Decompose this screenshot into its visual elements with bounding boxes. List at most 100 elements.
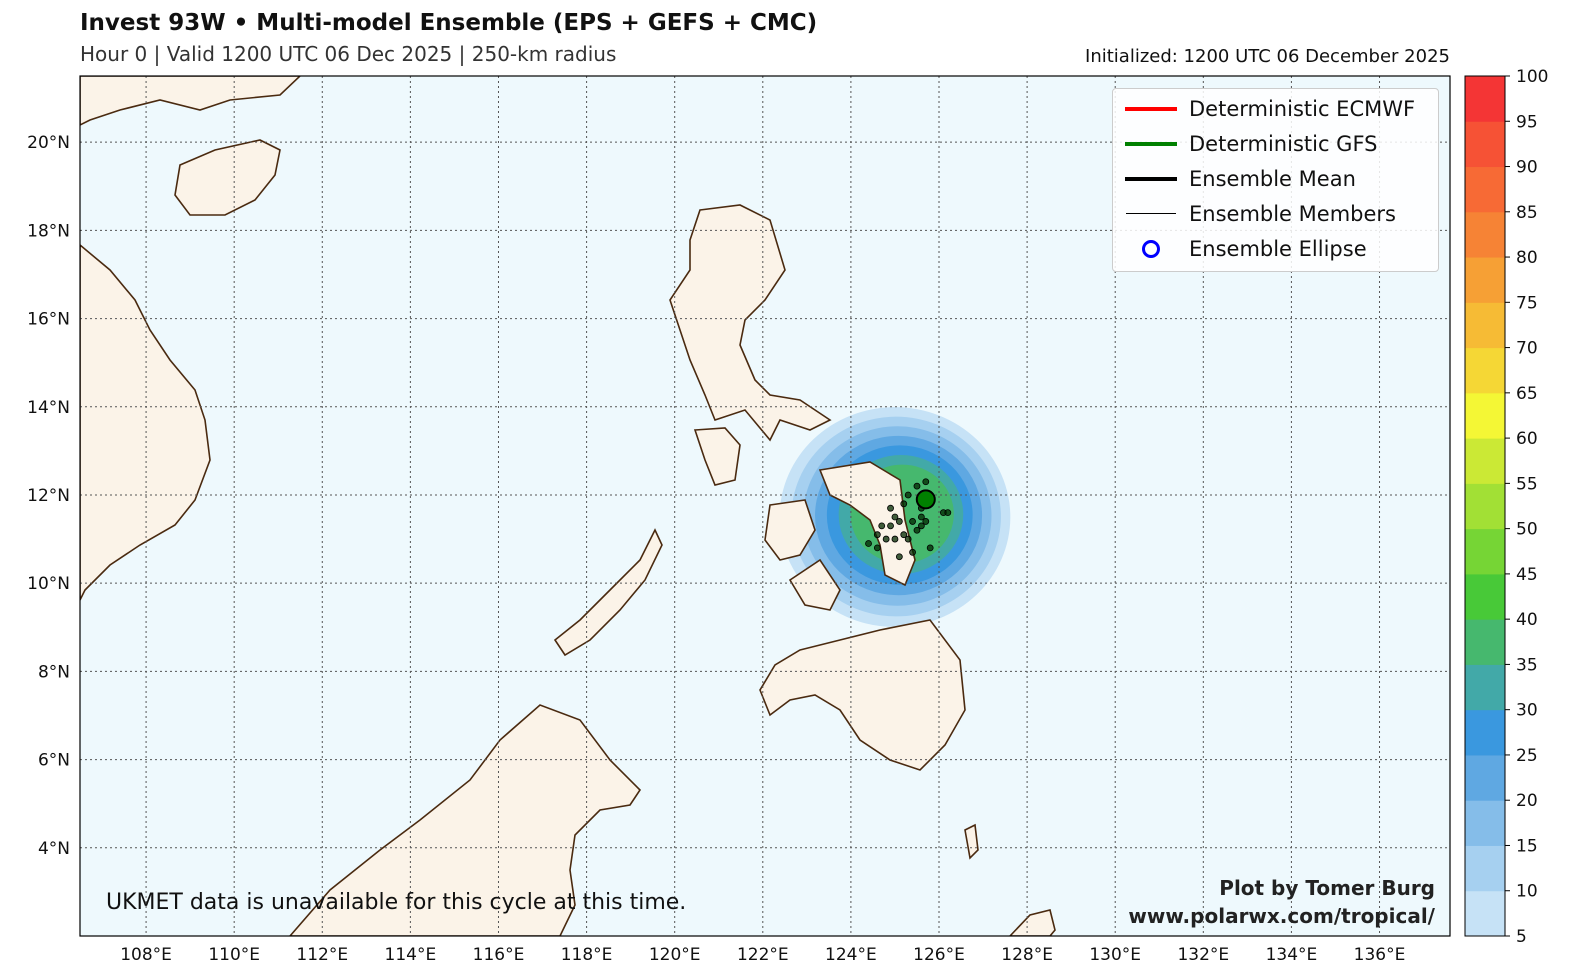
colorbar-bin-60: [1465, 392, 1505, 439]
lon-tick-label: 130°E: [1089, 945, 1141, 965]
land-talaud: [964, 823, 979, 860]
circle-icon: [1142, 239, 1160, 258]
red-line-icon: [1125, 106, 1177, 111]
credit: Plot by Tomer Burg www.polarwx.com/tropi…: [1128, 874, 1435, 930]
ensemble-member-dot: [900, 500, 908, 508]
land-luzon: [669, 204, 832, 442]
lon-tick-label: 112°E: [296, 945, 348, 965]
colorbar-tick-label: 85: [1516, 203, 1538, 223]
ensemble-member-positions: [865, 478, 952, 561]
colorbar-tick-label: 75: [1516, 293, 1538, 313]
land-vietnam: [80, 243, 211, 601]
colorbar-bin-30: [1465, 664, 1505, 711]
colorbar-tick-label: 65: [1516, 384, 1538, 404]
colorbar-frame: [1464, 75, 1506, 937]
ensemble-member-dot: [922, 478, 930, 486]
ensemble-member-dot: [891, 513, 899, 521]
axis-ticks: 108°E 110°E 112°E 114°E 116°E 118°E 120°E 122°E…: [27, 133, 1405, 965]
ensemble-member-dot: [891, 535, 899, 543]
lon-tick-label: 134°E: [1266, 945, 1318, 965]
ensemble-member-dot: [913, 526, 921, 534]
legend-label: Ensemble Members: [1189, 201, 1396, 226]
colorbar-tick-label: 55: [1516, 474, 1538, 494]
legend-label: Ensemble Mean: [1189, 166, 1356, 191]
colorbar: 5 10 15 20 25 30 35 40 45 50 55 60 65 70 75 80 85 90 95 100: [1464, 67, 1548, 947]
black-line-icon: [1125, 176, 1177, 181]
colorbar-bin-95: [1465, 76, 1505, 122]
colorbar-tick-label: 35: [1516, 655, 1538, 675]
ensemble-member-dot: [895, 518, 903, 525]
ensemble-member-dot: [873, 531, 881, 539]
legend-label: Deterministic ECMWF: [1189, 96, 1416, 121]
colorbar-bin-40: [1465, 573, 1505, 620]
legend-item-ecmwf: Deterministic ECMWF: [1113, 91, 1415, 126]
ensemble-member-dot: [887, 504, 894, 512]
green-line-icon: [1125, 141, 1177, 146]
colorbar-tick-label: 45: [1516, 565, 1538, 585]
land-hainan: [174, 139, 281, 216]
legend-item-mean: Ensemble Mean: [1113, 161, 1356, 196]
colorbar-bin-55: [1465, 438, 1505, 484]
lon-tick-label: 116°E: [473, 945, 525, 965]
coastlines: [80, 76, 1056, 936]
colorbar-tick-label: 30: [1516, 701, 1538, 721]
legend-label: Deterministic GFS: [1189, 131, 1378, 156]
colorbar-bin-15: [1465, 800, 1505, 846]
lon-tick-label: 120°E: [649, 945, 701, 965]
ensemble-member-dot: [900, 531, 908, 539]
colorbar-bin-25: [1465, 709, 1505, 756]
colorbar-tick-label: 80: [1516, 248, 1538, 268]
credit-url: www.polarwx.com/tropical/: [1128, 904, 1435, 928]
chart-subtitle: Hour 0 | Valid 1200 UTC 06 Dec 2025 | 25…: [80, 42, 617, 66]
colorbar-tick-label: 100: [1516, 67, 1548, 87]
colorbar-tick-label: 10: [1516, 882, 1538, 902]
land-samar-leyte: [818, 461, 916, 587]
ensemble-member-dot: [917, 513, 925, 521]
colorbar-tick-label: 5: [1516, 927, 1527, 947]
lon-tick-label: 122°E: [737, 945, 789, 965]
ensemble-member-dot: [944, 509, 952, 517]
thin-line-icon: [1126, 213, 1176, 214]
colorbar-tick-label: 90: [1516, 158, 1538, 178]
map-frame: [79, 75, 1451, 937]
lat-tick-label: 18°N: [27, 221, 70, 241]
colorbar-bin-65: [1465, 347, 1505, 394]
colorbar-bin-20: [1465, 754, 1505, 801]
colorbar-tick-label: 60: [1516, 429, 1538, 449]
lon-tick-label: 126°E: [913, 945, 965, 965]
ensemble-member-dot: [873, 544, 881, 552]
lon-tick-label: 110°E: [208, 945, 260, 965]
land-panay: [764, 499, 816, 561]
ensemble-member-dot: [895, 553, 903, 561]
lat-tick-label: 14°N: [27, 398, 70, 418]
ensemble-member-dot: [865, 540, 872, 547]
legend-item-members: Ensemble Members: [1113, 196, 1396, 231]
lon-tick-label: 114°E: [385, 945, 437, 965]
colorbar-bin-90: [1465, 121, 1505, 168]
colorbar-tick-label: 25: [1516, 746, 1538, 766]
ensemble-member-dot: [904, 535, 912, 543]
colorbar-bin-80: [1465, 211, 1505, 258]
initialized-time: Initialized: 1200 UTC 06 December 2025: [1085, 46, 1450, 67]
colorbar-tick-label: 95: [1516, 112, 1538, 132]
lat-tick-label: 20°N: [27, 133, 70, 153]
colorbar-bin-50: [1465, 483, 1505, 530]
lat-tick-label: 6°N: [38, 751, 70, 771]
colorbar-bin-75: [1465, 257, 1505, 303]
ensemble-member-dot: [878, 522, 886, 530]
colorbar-bin-70: [1465, 302, 1505, 349]
legend-label: Ensemble Ellipse: [1189, 236, 1367, 261]
chart-title: Invest 93W • Multi-model Ensemble (EPS +…: [80, 10, 818, 36]
ensemble-member-dot: [926, 544, 934, 552]
credit-author: Plot by Tomer Burg: [1219, 876, 1435, 900]
colorbar-tick-label: 70: [1516, 339, 1538, 359]
colorbar-bin-45: [1465, 528, 1505, 575]
legend-item-gfs: Deterministic GFS: [1113, 126, 1378, 161]
colorbar-bin-35: [1465, 619, 1505, 665]
land-palawan: [553, 528, 663, 657]
legend: Deterministic ECMWF Deterministic GFS En…: [1112, 88, 1439, 272]
colorbar-bin-10: [1465, 845, 1505, 892]
colorbar-tick-label: 40: [1516, 610, 1538, 630]
lon-tick-label: 124°E: [825, 945, 877, 965]
lon-tick-label: 118°E: [561, 945, 613, 965]
